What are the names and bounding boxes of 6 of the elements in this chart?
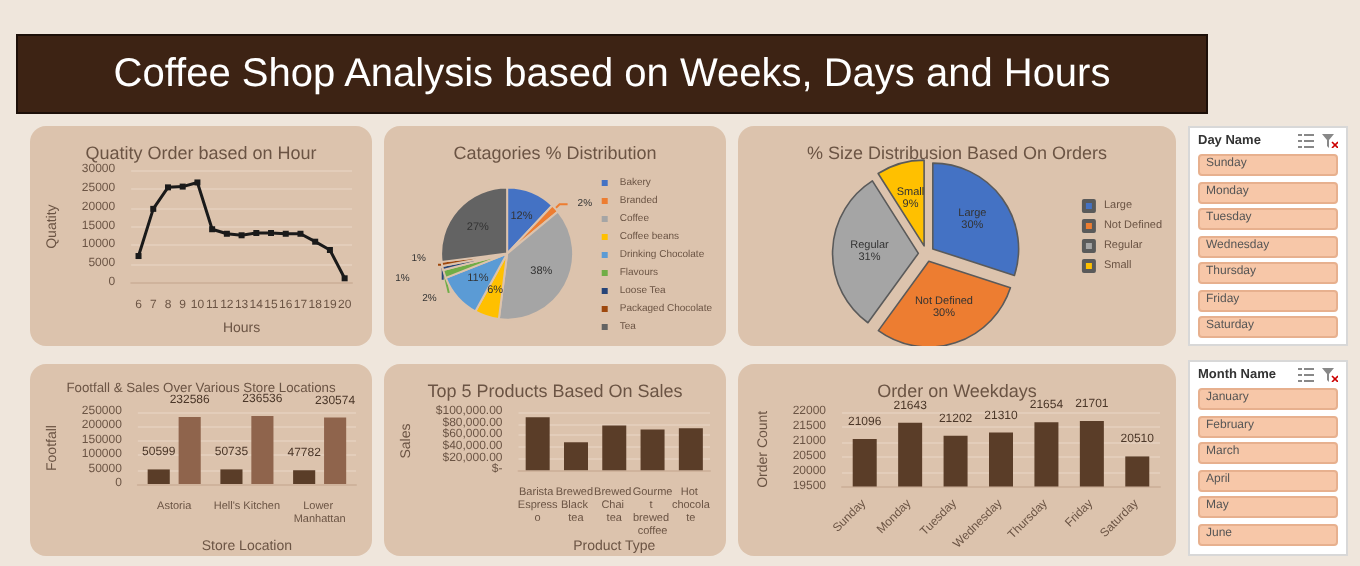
text: Catagories % Distribution — [453, 143, 657, 163]
chart-title: Order on Weekdays — [877, 381, 1038, 401]
chart-title: Top 5 Products Based On Sales — [427, 381, 684, 401]
chart-title: Quatity Order based on Hour — [85, 143, 317, 163]
chart-title: % Size Distribusion Based On Orders — [806, 143, 1109, 163]
text: Coffee Shop Analysis based on Weeks, Days and Hours — [113, 51, 1111, 97]
